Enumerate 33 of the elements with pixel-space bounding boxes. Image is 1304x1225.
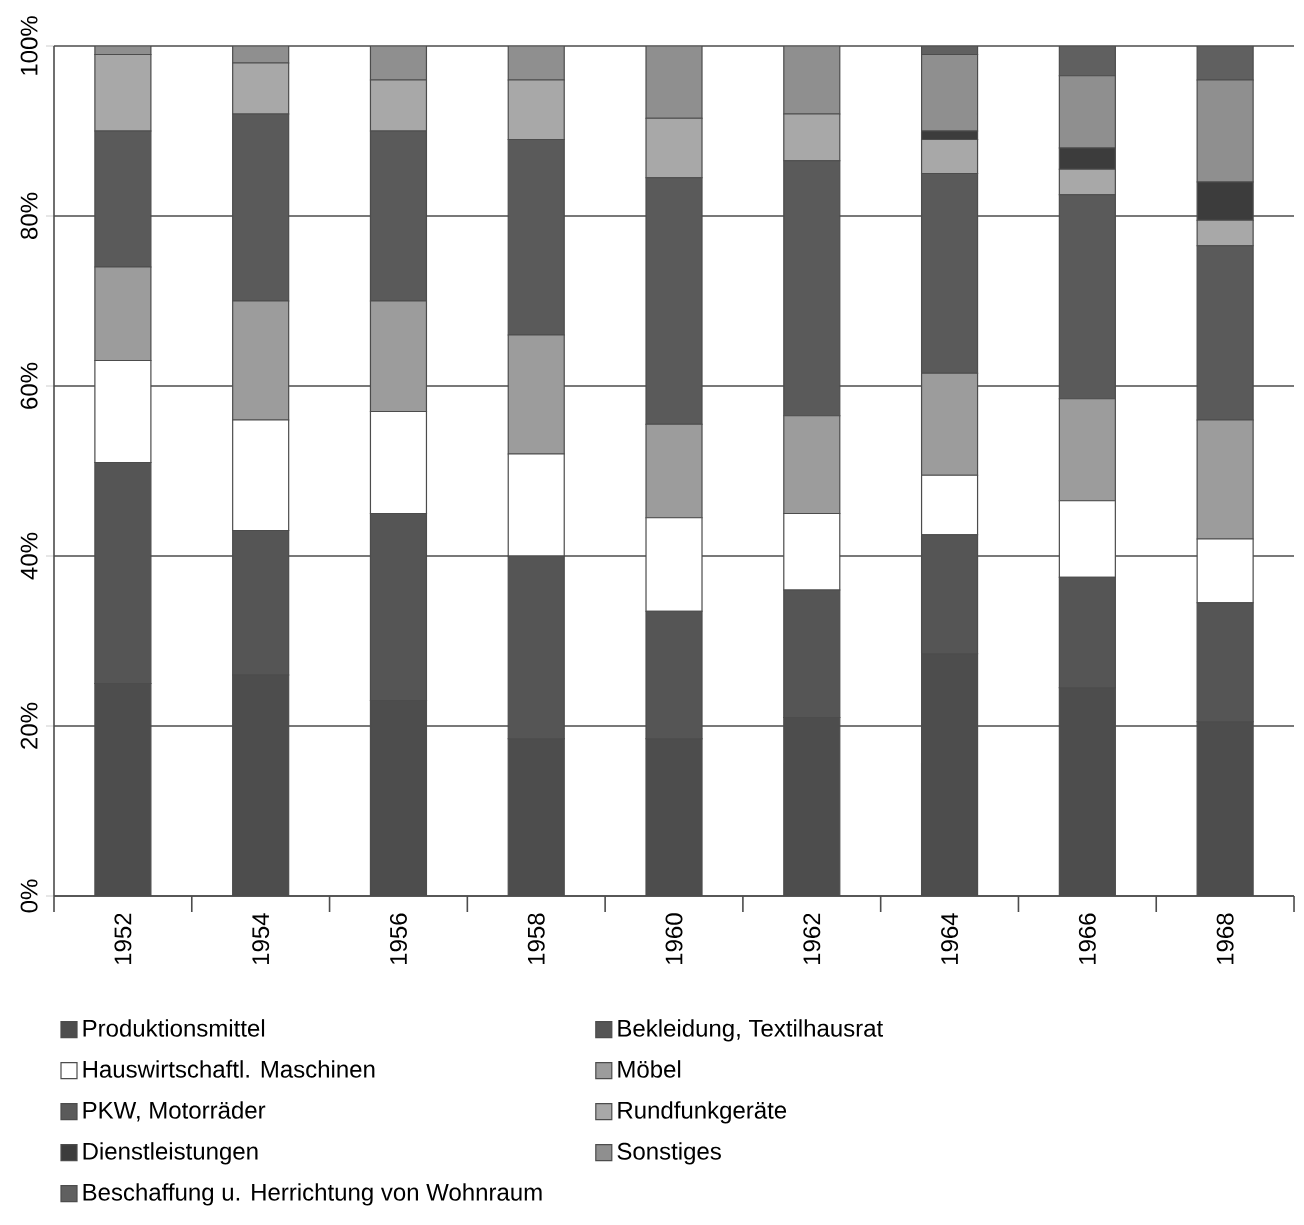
x-tick-label: 1960 xyxy=(665,913,683,964)
y-tick-label: 20% xyxy=(20,702,38,749)
x-tick-label: 1964 xyxy=(941,913,959,964)
legend-label: Möbel xyxy=(618,1060,681,1078)
bar xyxy=(369,46,428,81)
x-tick-label: 1956 xyxy=(389,913,407,964)
bar xyxy=(1058,75,1116,149)
bar xyxy=(1196,46,1254,81)
y-tick-label: 60% xyxy=(20,362,38,409)
x-tick-label: 1962 xyxy=(803,913,821,964)
bar xyxy=(645,46,703,119)
x-tick-label: 1958 xyxy=(527,913,545,964)
legend-label: PKW, Motorräder xyxy=(83,1101,266,1122)
legend-label: Rundfunkgeräte xyxy=(618,1101,787,1124)
bar xyxy=(1196,79,1254,183)
legend-label: Produktionsmittel xyxy=(83,1019,265,1037)
legend-label: Sonstiges xyxy=(617,1142,721,1165)
x-tick-label: 1954 xyxy=(252,913,270,964)
bar xyxy=(783,46,841,115)
y-tick-label: 80% xyxy=(20,192,38,239)
legend-label: Bekleidung, Textilhausrat xyxy=(618,1019,884,1042)
y-tick-label: 0% xyxy=(20,879,38,913)
legend-label: Dienstleistungen xyxy=(83,1142,258,1165)
x-tick-label: 1966 xyxy=(1078,913,1096,964)
y-tick-label: 40% xyxy=(20,532,38,580)
bar xyxy=(507,46,565,81)
bar xyxy=(920,53,979,132)
x-tick-label: 1952 xyxy=(114,913,132,964)
bar xyxy=(1058,46,1116,77)
legend-label: Beschaffung u. Herrichtung von Wohnraum xyxy=(83,1183,542,1206)
x-tick-label: 1968 xyxy=(1216,913,1234,964)
legend-label: Hauswirtschaftl. Maschinen xyxy=(83,1060,375,1078)
y-tick-label: 100% xyxy=(20,16,38,75)
